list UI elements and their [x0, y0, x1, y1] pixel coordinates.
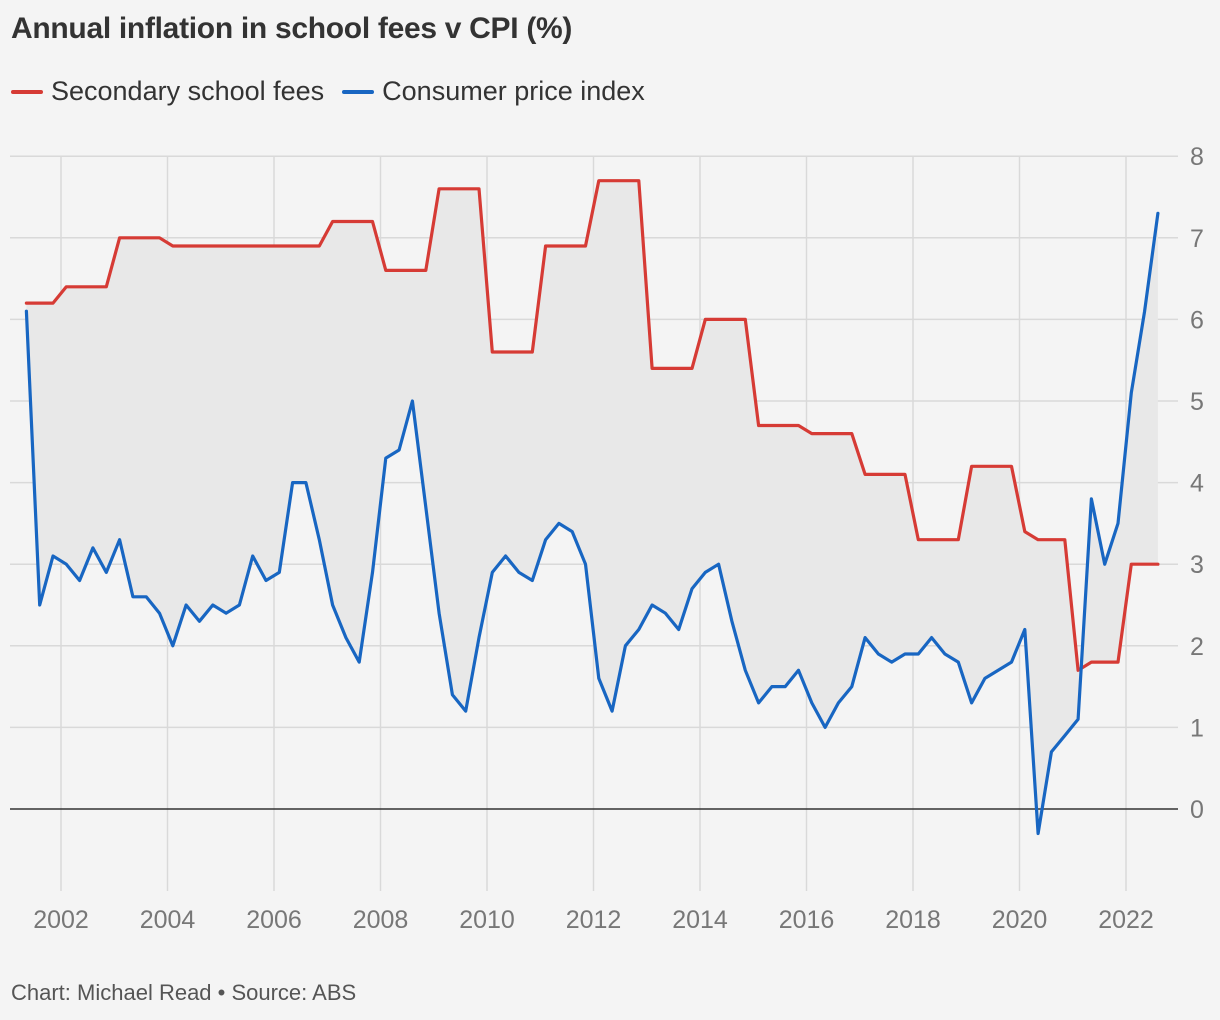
legend-swatch-cpi [342, 89, 375, 94]
y-tick-label: 5 [1190, 388, 1204, 416]
y-tick-label: 0 [1190, 796, 1204, 824]
y-tick-label: 3 [1190, 551, 1204, 579]
x-tick-label: 2012 [566, 906, 622, 934]
legend: Secondary school fees Consumer price ind… [11, 76, 663, 107]
x-tick-label: 2022 [1098, 906, 1154, 934]
x-tick-label: 2004 [140, 906, 196, 934]
series-line-cpi [24, 211, 1160, 836]
legend-label-cpi: Consumer price index [382, 76, 645, 106]
y-tick-label: 4 [1190, 470, 1204, 498]
y-tick-label: 2 [1190, 633, 1204, 661]
x-tick-label: 2010 [459, 906, 515, 934]
legend-swatch-school-fees [11, 89, 43, 94]
x-tick-label: 2018 [885, 906, 941, 934]
y-tick-label: 7 [1190, 225, 1204, 253]
series-line-school-fees [24, 179, 1160, 672]
x-tick-label: 2016 [779, 906, 835, 934]
y-tick-label: 1 [1190, 714, 1204, 742]
fill-between-area [26, 180, 1158, 834]
legend-label-school-fees: Secondary school fees [51, 76, 325, 106]
line-chart: 0 1 2 3 4 5 6 7 8 2002 2004 2006 2008 2010 2012 2014 201… [10, 143, 1204, 934]
legend-item-school-fees: Secondary school fees [11, 76, 324, 107]
x-tick-label: 2002 [33, 906, 89, 934]
legend-item-cpi: Consumer price index [342, 76, 645, 107]
chart-title: Annual inflation in school fees v CPI (%… [11, 12, 573, 45]
chart-credit: Chart: Michael Read • Source: ABS [11, 980, 357, 1005]
y-tick-label: 6 [1190, 306, 1204, 334]
x-tick-label: 2014 [672, 906, 728, 934]
x-tick-label: 2006 [246, 906, 302, 934]
y-tick-label: 8 [1190, 143, 1204, 171]
x-tick-label: 2020 [992, 906, 1048, 934]
x-tick-label: 2008 [353, 906, 409, 934]
